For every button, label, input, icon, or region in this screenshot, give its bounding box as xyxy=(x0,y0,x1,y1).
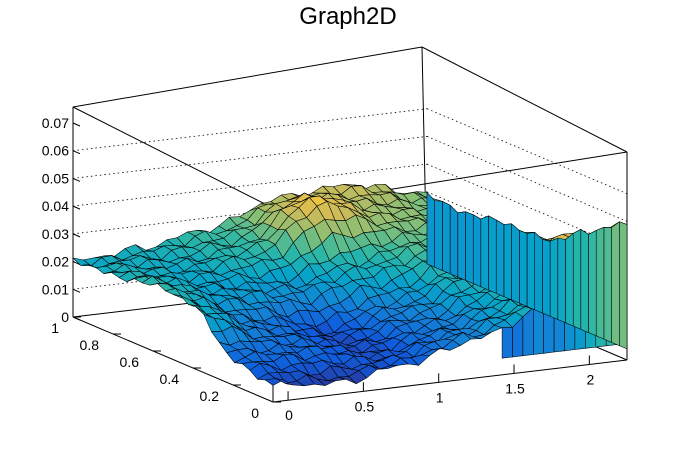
grid-line-z xyxy=(72,163,428,207)
surface-skirt xyxy=(580,229,589,333)
z-tick xyxy=(72,122,81,127)
z-tick-label: 0.07 xyxy=(42,115,69,131)
x-tick-label: 2 xyxy=(586,371,594,387)
x-tick-label: 1 xyxy=(436,389,444,405)
z-tick xyxy=(72,150,81,155)
grid-line-z xyxy=(72,108,428,152)
z-tick xyxy=(72,288,81,293)
box-edge xyxy=(72,316,274,403)
surface-skirt xyxy=(595,227,605,340)
surface-skirt xyxy=(495,219,505,297)
z-tick-label: 0 xyxy=(61,309,69,325)
surface-skirt xyxy=(449,204,459,278)
surface-skirt xyxy=(526,232,535,310)
surface-skirt xyxy=(572,229,582,330)
surface-skirt xyxy=(542,239,551,317)
y-tick-label: 0 xyxy=(251,405,259,421)
y-tick-label: 0.2 xyxy=(200,388,220,404)
z-tick-label: 0.05 xyxy=(42,170,69,186)
surface-skirt xyxy=(480,215,489,291)
z-tick-label: 0.02 xyxy=(42,254,69,270)
surface-skirt xyxy=(503,223,512,301)
grid-line-z xyxy=(426,136,628,222)
surface-skirt xyxy=(533,307,544,355)
z-tick-label: 0.01 xyxy=(42,281,69,297)
box-edge xyxy=(72,106,274,209)
y-tick-label: 0.8 xyxy=(80,337,100,353)
z-tick xyxy=(72,261,81,266)
z-tick-label: 0.06 xyxy=(42,143,69,159)
y-tick-label: 0.4 xyxy=(160,371,180,387)
surface-skirt xyxy=(501,327,513,359)
surface-skirt xyxy=(549,237,559,320)
x-tick-label: 0.5 xyxy=(355,398,375,414)
surface-skirt xyxy=(557,237,566,324)
surface-skirt xyxy=(488,215,497,294)
surface-skirt xyxy=(588,230,597,337)
surface-skirt xyxy=(619,221,628,350)
x-tick-label: 0 xyxy=(285,407,293,423)
z-tick xyxy=(72,233,81,238)
surface-skirt xyxy=(465,211,474,284)
surface-skirt xyxy=(472,214,482,288)
box-edge xyxy=(72,46,423,108)
grid-line-z xyxy=(72,136,428,179)
grid-line-z xyxy=(426,108,628,195)
z-tick-label: 0.03 xyxy=(42,226,69,242)
surface-skirt xyxy=(426,192,435,268)
surface-skirt xyxy=(565,233,574,327)
z-tick xyxy=(72,177,81,182)
surface-skirt xyxy=(442,201,451,274)
z-tick-label: 0.04 xyxy=(42,198,69,214)
surface-skirt xyxy=(434,200,443,271)
y-tick-label: 1 xyxy=(51,320,59,336)
surface-skirt xyxy=(519,230,528,307)
surface-skirt xyxy=(534,232,543,314)
box-edge xyxy=(421,46,628,153)
surface-skirt xyxy=(611,221,620,346)
surface-skirt xyxy=(603,227,612,343)
box-edge xyxy=(272,359,628,403)
surface-skirt xyxy=(511,223,520,304)
y-tick-label: 0.6 xyxy=(120,354,140,370)
axes: 0 0.01 0.02 0.03 0.04 0.05 0.06 0.07 0 0.2 0.4 0.6 0… xyxy=(42,115,595,423)
z-tick xyxy=(72,205,81,210)
chart-title: Graph2D xyxy=(299,3,396,30)
surface-skirt xyxy=(457,211,466,281)
surface xyxy=(72,184,628,387)
x-tick-label: 1.5 xyxy=(505,380,525,396)
